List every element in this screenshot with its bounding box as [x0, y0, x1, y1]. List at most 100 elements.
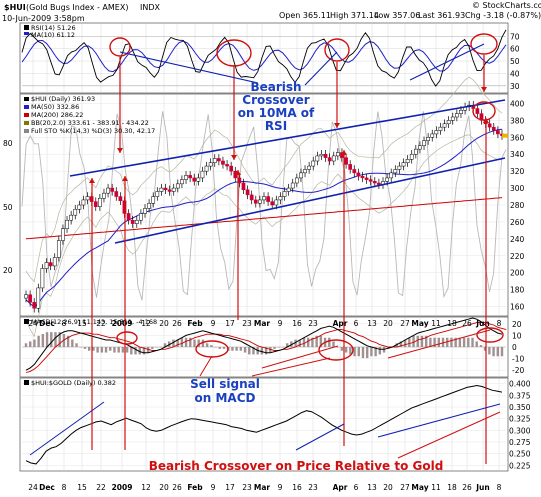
- macd-histogram-bar: [218, 347, 221, 349]
- macd-histogram-bar: [492, 347, 495, 357]
- price-candle: [32, 302, 37, 309]
- price-candle: [159, 187, 164, 192]
- macd-histogram-bar: [450, 337, 453, 347]
- x-tick-label-bottom: 26: [172, 483, 182, 492]
- header-exchange: INDX: [140, 3, 161, 12]
- price-candle: [405, 159, 410, 163]
- macd-histogram-bar: [479, 345, 483, 347]
- price-y-tick: 280: [510, 201, 525, 210]
- ratio-panel: 0.400 0.375 0.350 0.325 0.300 0.275 0.250 0.225: [25, 380, 531, 470]
- macd-histogram-bar: [374, 347, 377, 357]
- price-candle: [459, 109, 463, 114]
- red-arrow-head: [89, 178, 95, 183]
- macd-line: [25, 317, 503, 371]
- price-candle: [147, 203, 151, 209]
- price-candle: [196, 177, 201, 182]
- x-tick-label-price: 22: [96, 319, 106, 328]
- macd-histogram-bar: [235, 347, 238, 351]
- macd-histogram-bar: [366, 347, 369, 359]
- macd-histogram-bar: [269, 347, 272, 353]
- macd-histogram-bar: [281, 347, 285, 348]
- price-candle: [307, 165, 311, 170]
- price-candle: [475, 108, 480, 114]
- x-tick-label-bottom: Apr: [333, 483, 348, 492]
- grid-lines: [22, 24, 506, 470]
- macd-circle: [195, 340, 229, 358]
- price-candle: [208, 162, 213, 167]
- header-high: High 371.14: [330, 11, 379, 20]
- svg-text:RSI: RSI: [265, 119, 287, 133]
- svg-text:Sell signal: Sell signal: [190, 377, 260, 391]
- price-candle: [65, 219, 69, 229]
- price-candle: [496, 130, 500, 135]
- rsi-trendline-left: [119, 51, 259, 84]
- price-candle: [426, 137, 430, 141]
- ratio-y-tick: 0.225: [509, 461, 531, 470]
- x-tick-label-price: 15: [77, 319, 87, 328]
- macd-histogram-bar: [353, 347, 356, 357]
- price-candle: [204, 165, 209, 172]
- price-legend-entry: MA(50) 332.86: [31, 103, 79, 111]
- price-candle: [397, 165, 402, 170]
- macd-histogram-bar: [134, 347, 137, 355]
- ratio-panel-frame: [19, 377, 509, 472]
- macd-histogram-bar: [180, 337, 184, 347]
- price-candle: [212, 158, 217, 163]
- price-candle: [171, 187, 176, 192]
- price-candle: [48, 262, 53, 267]
- macd-histogram-bar: [201, 339, 205, 347]
- price-candle: [143, 208, 147, 214]
- rsi-y-tick: 70: [510, 32, 520, 41]
- last-price-marker: [502, 133, 508, 138]
- macd-histogram-bar: [340, 347, 344, 351]
- macd-signal-line: [25, 322, 507, 373]
- price-candle: [422, 140, 426, 147]
- price-candle: [81, 199, 86, 206]
- price-candle: [299, 172, 303, 179]
- x-tick-label-bottom: 2009: [112, 483, 133, 492]
- x-tick-label-price: 18: [447, 319, 457, 328]
- price-candle: [491, 126, 496, 131]
- price-y-tick: 200: [510, 269, 525, 278]
- price-candle: [56, 240, 61, 258]
- macd-histogram-bar: [446, 337, 449, 347]
- x-tick-label-bottom: May: [411, 483, 428, 492]
- macd-histogram-bar: [454, 337, 457, 347]
- macd-histogram-bar: [151, 347, 154, 349]
- ratio-trendline-3: [377, 403, 501, 438]
- red-arrow-head: [481, 87, 487, 92]
- macd-histogram-bar: [243, 347, 247, 353]
- x-tick-label-price: Mar: [254, 319, 271, 328]
- header-brand: © StockCharts.com: [472, 1, 541, 10]
- price-candle: [61, 228, 65, 241]
- x-tick-label-price: 2009: [112, 319, 133, 328]
- price-candle: [311, 160, 316, 167]
- header-open: Open 365.11: [279, 11, 331, 20]
- macd-panel: 20 10 0 -10 -20: [24, 317, 524, 375]
- macd-histogram-bar: [184, 337, 188, 347]
- x-tick-label-bottom: 9: [278, 483, 283, 492]
- annotation-sell-signal: Sell signal on MACD: [190, 377, 260, 405]
- x-tick-label-price: 24: [28, 319, 38, 328]
- macd-histogram-bar: [138, 347, 141, 355]
- header-low: Low 357.06: [374, 11, 420, 20]
- macd-histogram-bar: [163, 343, 167, 347]
- macd-histogram-bar: [252, 347, 255, 355]
- ratio-trendline-1: [29, 401, 105, 456]
- macd-y-tick: 0: [512, 343, 517, 352]
- x-tick-label-price: 12: [141, 319, 151, 328]
- macd-histogram-bar: [332, 341, 335, 347]
- price-candle: [385, 177, 389, 182]
- macd-histogram-bar: [462, 337, 466, 347]
- price-candle: [188, 175, 192, 179]
- ratio-y-tick: 0.250: [509, 450, 531, 459]
- svg-text:RSI(14) 51.26: RSI(14) 51.26: [31, 24, 76, 32]
- macd-histogram-bar: [467, 337, 470, 347]
- sto-y-tick: 20: [3, 266, 13, 275]
- price-candle: [52, 257, 57, 267]
- price-candle: [69, 214, 73, 221]
- price-candle: [151, 196, 156, 204]
- x-tick-label-bottom: 20: [159, 483, 169, 492]
- header-symbol: $HUI: [4, 3, 26, 12]
